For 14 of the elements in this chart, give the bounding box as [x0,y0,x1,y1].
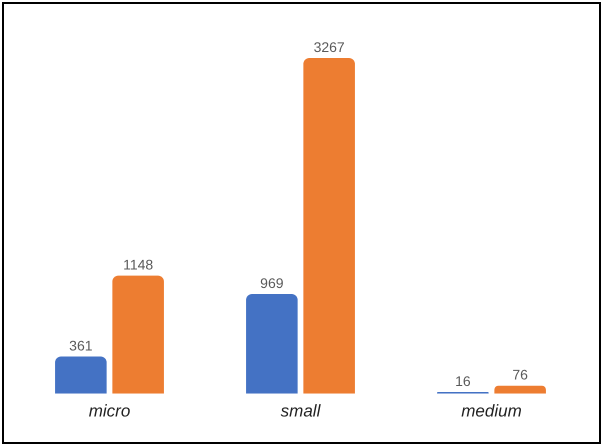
data-label: 1148 [123,256,154,273]
bar [494,386,546,394]
data-label: 76 [512,366,528,383]
bar [303,58,355,394]
x-tick-label: micro [88,402,130,421]
data-label: 16 [455,372,471,389]
bar [55,356,107,394]
data-label: 361 [69,337,93,354]
x-tick-label: medium [461,402,522,421]
data-label: 3267 [314,38,345,55]
x-tick-label: small [280,402,322,421]
data-label: 969 [260,274,284,291]
bar [112,276,164,394]
bar [246,294,298,394]
